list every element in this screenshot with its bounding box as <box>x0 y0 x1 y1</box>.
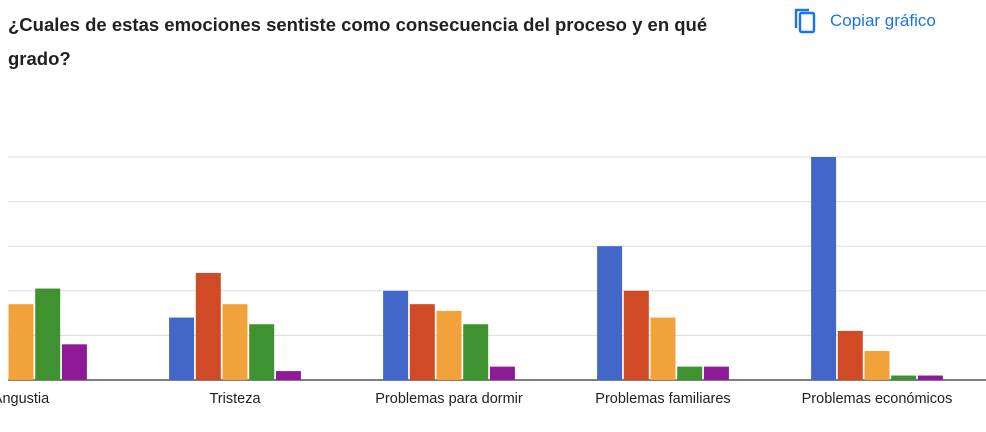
x-tick-label: Tristeza <box>209 391 261 407</box>
copy-icon <box>794 8 816 34</box>
chart-title: ¿Cuales de estas emociones sentiste como… <box>8 14 708 69</box>
bar <box>35 288 61 380</box>
bar <box>195 272 221 380</box>
bar <box>650 317 676 380</box>
x-tick-label: Angustia <box>0 391 50 407</box>
bar <box>8 304 34 380</box>
bar <box>169 317 195 380</box>
x-tick-label: Problemas familiares <box>595 391 730 407</box>
bar <box>597 246 623 380</box>
bar <box>917 375 943 380</box>
copy-button[interactable]: Copiar gráfico <box>794 6 936 36</box>
bar <box>489 366 515 380</box>
bar <box>677 366 703 380</box>
copy-label[interactable]: Copiar gráfico <box>830 11 936 30</box>
x-tick-label: Problemas económicos <box>802 391 953 407</box>
bar <box>703 366 729 380</box>
bar <box>409 304 435 380</box>
bar <box>249 324 275 380</box>
bar <box>891 375 917 380</box>
bar <box>837 330 863 380</box>
bar <box>436 310 462 380</box>
bar <box>275 371 301 380</box>
bar <box>383 290 409 380</box>
bar <box>222 304 248 380</box>
bar <box>463 324 489 380</box>
bar <box>811 157 837 380</box>
bar <box>61 344 87 380</box>
bar <box>623 290 649 380</box>
x-tick-label: Problemas para dormir <box>375 391 523 407</box>
bar <box>864 351 890 380</box>
